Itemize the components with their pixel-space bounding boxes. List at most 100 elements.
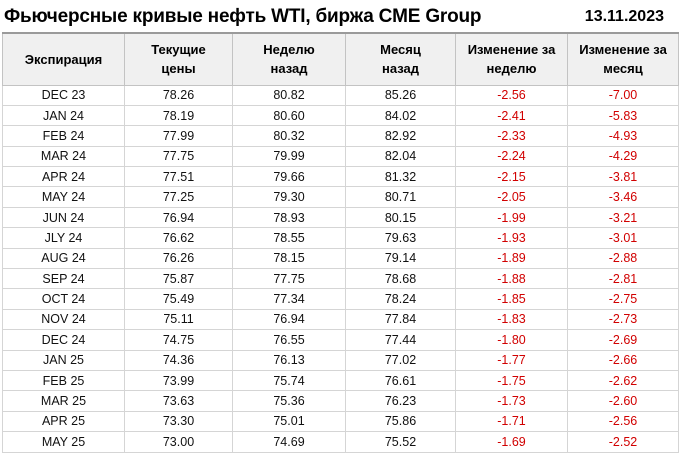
cell-week-change: -2.33 — [455, 125, 568, 147]
column-header-month-ago: Месяц назад — [345, 32, 456, 86]
cell-month-change: -2.75 — [567, 288, 679, 310]
column-header-month-change: Изменение за месяц — [567, 32, 679, 86]
title-bar: Фьючерсные кривые нефть WTI, биржа CME G… — [0, 0, 680, 32]
cell-week-ago: 76.13 — [232, 349, 346, 371]
cell-current-price: 76.94 — [124, 206, 233, 229]
cell-month-change: -2.56 — [567, 410, 679, 433]
cell-week-change: -1.75 — [455, 369, 568, 392]
cell-month-ago: 76.23 — [345, 390, 456, 412]
cell-month-ago: 80.71 — [345, 186, 456, 208]
cell-month-ago: 75.52 — [345, 431, 456, 453]
cell-month-ago: 78.24 — [345, 288, 456, 310]
report-date: 13.11.2023 — [584, 8, 664, 25]
table-row: JAN 25 74.36 76.13 77.02 -1.77 -2.66 — [2, 349, 679, 371]
column-header-week-ago: Неделю назад — [232, 32, 346, 86]
cell-month-ago: 80.15 — [345, 206, 456, 229]
cell-month-change: -4.29 — [567, 145, 679, 168]
cell-month-change: -3.21 — [567, 206, 679, 229]
cell-month-change: -7.00 — [567, 84, 679, 106]
cell-current-price: 73.00 — [124, 431, 233, 453]
futures-table: Экспирация Текущие цены Неделю назад Месяц … — [2, 32, 679, 453]
cell-current-price: 73.63 — [124, 390, 233, 412]
cell-week-ago: 75.01 — [232, 410, 346, 433]
column-header-week-change: Изменение за неделю — [455, 32, 568, 86]
cell-month-ago: 76.61 — [345, 369, 456, 392]
cell-month-ago: 79.63 — [345, 227, 456, 249]
cell-month-change: -3.46 — [567, 186, 679, 208]
cell-week-change: -1.77 — [455, 349, 568, 371]
table-row: MAY 24 77.25 79.30 80.71 -2.05 -3.46 — [2, 186, 679, 208]
cell-month-ago: 82.04 — [345, 145, 456, 168]
cell-week-ago: 80.32 — [232, 125, 346, 147]
cell-current-price: 74.36 — [124, 349, 233, 371]
cell-week-change: -1.83 — [455, 308, 568, 331]
cell-month-change: -5.83 — [567, 104, 679, 127]
cell-week-ago: 79.99 — [232, 145, 346, 168]
cell-expiration: MAY 25 — [2, 431, 125, 453]
cell-week-change: -1.99 — [455, 206, 568, 229]
cell-expiration: JAN 25 — [2, 349, 125, 371]
cell-current-price: 78.26 — [124, 84, 233, 106]
table-row: AUG 24 76.26 78.15 79.14 -1.89 -2.88 — [2, 247, 679, 270]
cell-expiration: JLY 24 — [2, 227, 125, 249]
cell-month-ago: 77.44 — [345, 329, 456, 351]
cell-month-ago: 84.02 — [345, 104, 456, 127]
cell-expiration: DEC 24 — [2, 329, 125, 351]
cell-week-change: -1.89 — [455, 247, 568, 270]
cell-week-ago: 76.94 — [232, 308, 346, 331]
cell-expiration: APR 24 — [2, 166, 125, 188]
cell-week-change: -1.71 — [455, 410, 568, 433]
cell-week-change: -2.56 — [455, 84, 568, 106]
cell-expiration: MAR 24 — [2, 145, 125, 168]
cell-week-change: -1.93 — [455, 227, 568, 249]
cell-month-change: -2.52 — [567, 431, 679, 453]
table-row: FEB 25 73.99 75.74 76.61 -1.75 -2.62 — [2, 369, 679, 392]
cell-expiration: JAN 24 — [2, 104, 125, 127]
cell-current-price: 77.25 — [124, 186, 233, 208]
cell-month-change: -2.69 — [567, 329, 679, 351]
cell-week-change: -1.85 — [455, 288, 568, 310]
table-row: JUN 24 76.94 78.93 80.15 -1.99 -3.21 — [2, 206, 679, 229]
cell-current-price: 74.75 — [124, 329, 233, 351]
table-row: APR 24 77.51 79.66 81.32 -2.15 -3.81 — [2, 166, 679, 188]
cell-current-price: 75.87 — [124, 268, 233, 290]
column-header-expiration: Экспирация — [2, 32, 125, 86]
cell-month-change: -3.81 — [567, 166, 679, 188]
cell-month-change: -4.93 — [567, 125, 679, 147]
cell-week-change: -2.41 — [455, 104, 568, 127]
page-title: Фьючерсные кривые нефть WTI, биржа CME G… — [4, 6, 482, 27]
cell-week-ago: 80.60 — [232, 104, 346, 127]
cell-month-change: -2.88 — [567, 247, 679, 270]
cell-current-price: 77.99 — [124, 125, 233, 147]
cell-month-change: -2.81 — [567, 268, 679, 290]
cell-week-ago: 78.93 — [232, 206, 346, 229]
cell-month-ago: 85.26 — [345, 84, 456, 106]
cell-month-change: -2.62 — [567, 369, 679, 392]
cell-week-ago: 75.36 — [232, 390, 346, 412]
table-row: JAN 24 78.19 80.60 84.02 -2.41 -5.83 — [2, 104, 679, 127]
futures-report-page: Фьючерсные кривые нефть WTI, биржа CME G… — [0, 0, 680, 453]
cell-week-change: -2.15 — [455, 166, 568, 188]
cell-week-ago: 77.34 — [232, 288, 346, 310]
table-row: NOV 24 75.11 76.94 77.84 -1.83 -2.73 — [2, 308, 679, 331]
cell-expiration: FEB 25 — [2, 369, 125, 392]
cell-current-price: 76.62 — [124, 227, 233, 249]
cell-week-ago: 74.69 — [232, 431, 346, 453]
cell-month-ago: 77.02 — [345, 349, 456, 371]
cell-current-price: 77.75 — [124, 145, 233, 168]
cell-week-ago: 79.30 — [232, 186, 346, 208]
cell-week-ago: 78.15 — [232, 247, 346, 270]
cell-week-ago: 76.55 — [232, 329, 346, 351]
cell-current-price: 77.51 — [124, 166, 233, 188]
table-row: MAR 25 73.63 75.36 76.23 -1.73 -2.60 — [2, 390, 679, 412]
cell-week-change: -1.88 — [455, 268, 568, 290]
cell-month-ago: 78.68 — [345, 268, 456, 290]
cell-expiration: SEP 24 — [2, 268, 125, 290]
cell-week-change: -1.80 — [455, 329, 568, 351]
cell-month-change: -2.60 — [567, 390, 679, 412]
cell-week-ago: 79.66 — [232, 166, 346, 188]
cell-expiration: MAR 25 — [2, 390, 125, 412]
table-row: OCT 24 75.49 77.34 78.24 -1.85 -2.75 — [2, 288, 679, 310]
cell-month-ago: 77.84 — [345, 308, 456, 331]
cell-week-change: -2.24 — [455, 145, 568, 168]
